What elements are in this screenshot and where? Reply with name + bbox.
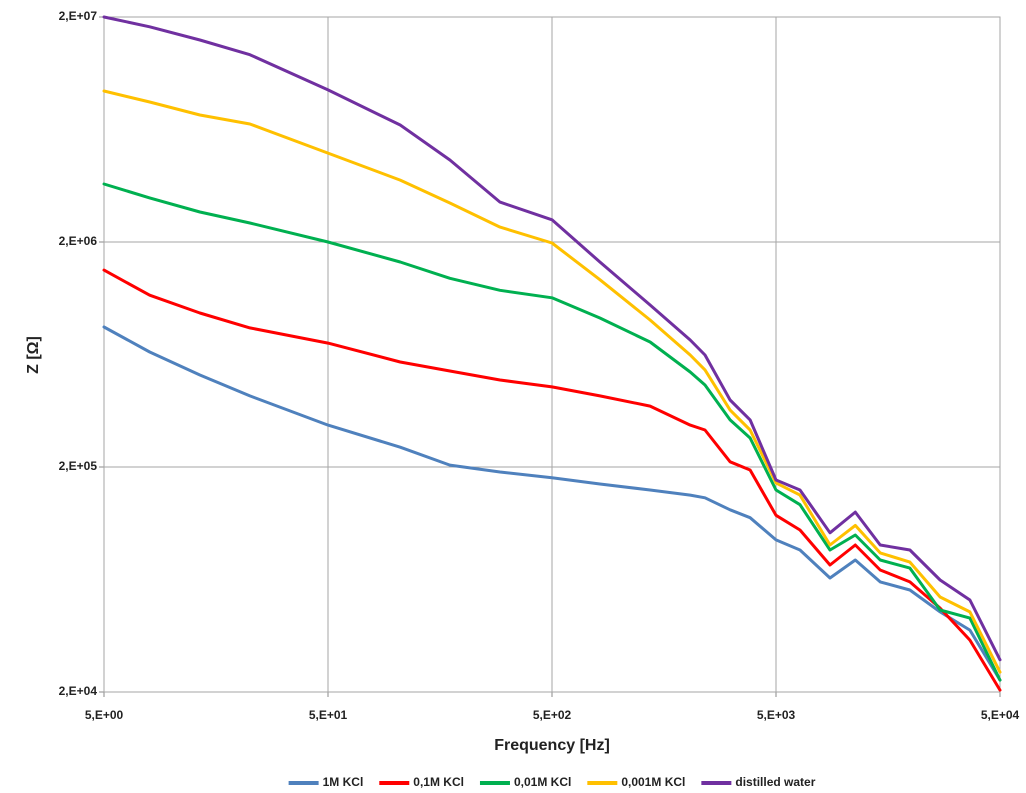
legend-label: 0,001M KCl [621,775,685,789]
plot-border [103,16,1001,693]
series-line [102,182,1002,682]
series-line [102,89,1002,674]
x-tick-label: 5,E+01 [309,708,348,722]
x-tick-label: 5,E+04 [981,708,1020,722]
x-tick-label: 5,E+02 [533,708,572,722]
legend-label: 1M KCl [323,775,364,789]
y-tick-label: 2,E+04 [59,684,98,698]
y-tick-label: 2,E+06 [59,234,98,248]
x-axis-title: Frequency [Hz] [494,737,610,754]
series-line [102,15,1002,662]
y-tick-label: 2,E+07 [59,9,98,23]
y-axis-title: Z [Ω] [25,336,42,374]
legend-label: 0,01M KCl [514,775,571,789]
y-tick-label: 2,E+05 [59,459,98,473]
x-tick-label: 5,E+00 [85,708,124,722]
legend-label: 0,1M KCl [413,775,464,789]
x-tick-label: 5,E+03 [757,708,796,722]
legend-label: distilled water [735,775,815,789]
series-line [102,325,1002,682]
series-line [102,268,1002,692]
